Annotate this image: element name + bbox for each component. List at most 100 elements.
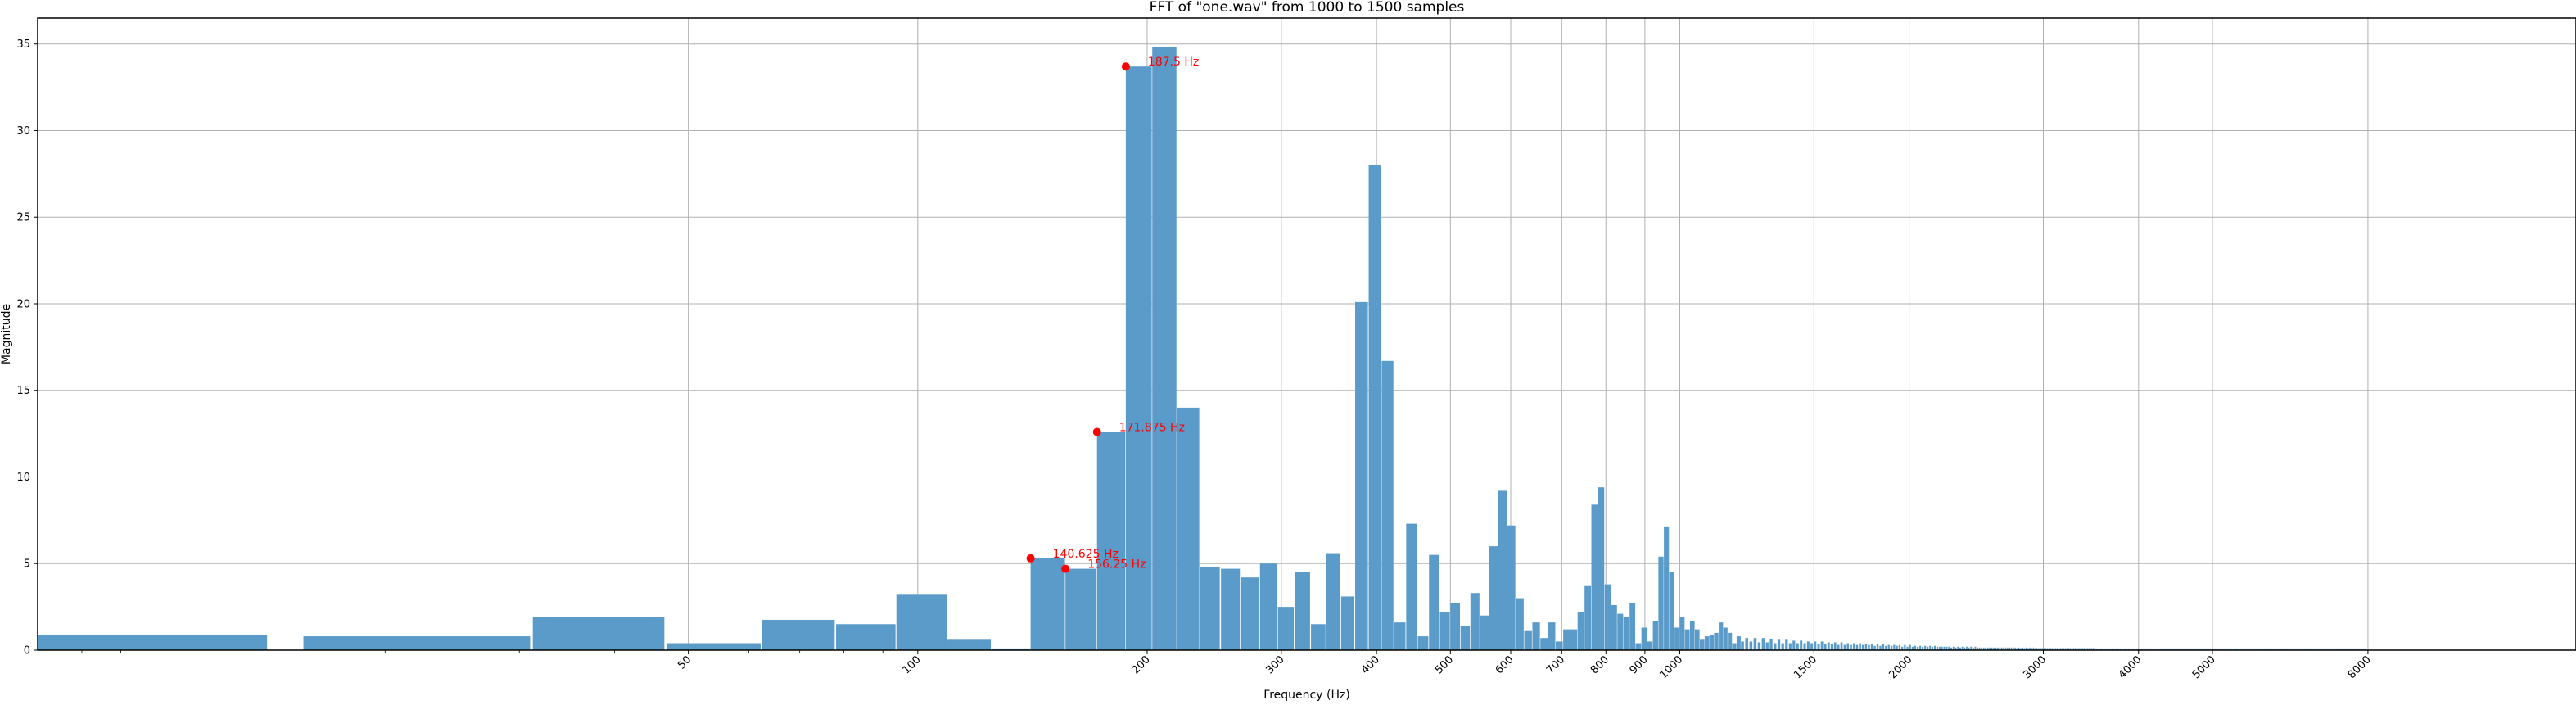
fft-bar bbox=[2147, 648, 2149, 650]
fft-bar bbox=[1927, 646, 1929, 650]
fft-bar bbox=[1311, 624, 1326, 650]
fft-bar bbox=[2314, 648, 2315, 650]
fft-bar bbox=[2364, 648, 2366, 650]
fft-bar bbox=[2041, 648, 2043, 650]
fft-bar bbox=[2325, 648, 2326, 650]
fft-bar bbox=[1850, 644, 1852, 650]
fft-bar bbox=[1732, 643, 1737, 650]
peak-marker bbox=[1121, 62, 1130, 71]
fft-bar bbox=[1911, 646, 1914, 650]
fft-bar bbox=[2133, 648, 2135, 650]
fft-bar bbox=[1604, 584, 1611, 650]
fft-bar bbox=[2357, 648, 2358, 650]
fft-bar bbox=[1814, 641, 1817, 650]
fft-bar bbox=[2345, 648, 2346, 650]
fft-bar bbox=[1757, 642, 1761, 650]
fft-bar bbox=[1664, 526, 1670, 650]
fft-bar bbox=[2233, 648, 2235, 650]
fft-bar bbox=[1993, 647, 1995, 650]
fft-bar bbox=[2038, 648, 2040, 650]
fft-bar bbox=[2350, 648, 2352, 650]
fft-bar bbox=[2144, 648, 2146, 650]
fft-bar bbox=[2062, 648, 2063, 650]
fft-bar bbox=[1837, 644, 1840, 650]
fft-bar bbox=[1855, 644, 1859, 650]
fft-bar bbox=[2176, 648, 2177, 650]
fft-bar bbox=[1964, 647, 1966, 650]
fft-bar bbox=[1827, 642, 1830, 650]
fft-bar bbox=[1948, 646, 1950, 650]
fft-bar bbox=[2208, 648, 2209, 650]
fft-bar bbox=[2190, 648, 2191, 650]
fft-bar bbox=[1830, 644, 1833, 650]
fft-bar bbox=[2259, 648, 2261, 650]
fft-bar bbox=[1761, 638, 1765, 650]
fft-bar bbox=[2242, 648, 2243, 650]
fft-bar bbox=[2339, 648, 2340, 650]
fft-bar bbox=[2169, 648, 2171, 650]
fft-bar bbox=[2172, 648, 2174, 650]
fft-bar bbox=[1200, 567, 1220, 650]
fft-bar bbox=[2336, 648, 2337, 650]
fft-bar bbox=[2362, 648, 2364, 650]
fft-bar bbox=[762, 619, 835, 650]
fft-bar bbox=[2156, 648, 2158, 650]
fft-bar bbox=[1417, 636, 1429, 650]
fft-bar bbox=[1745, 638, 1749, 650]
fft-bar bbox=[1924, 645, 1927, 650]
fft-bar bbox=[2330, 648, 2331, 650]
fft-bar bbox=[2185, 648, 2187, 650]
fft-bar bbox=[2359, 648, 2361, 650]
fft-bar bbox=[2222, 648, 2224, 650]
fft-bar bbox=[1570, 629, 1578, 650]
fft-bar bbox=[2003, 647, 2004, 650]
fft-bar bbox=[2310, 648, 2312, 650]
fft-bar bbox=[2170, 648, 2172, 650]
fft-bar bbox=[1460, 626, 1471, 650]
fft-bar bbox=[2020, 648, 2022, 650]
fft-bar bbox=[1629, 603, 1636, 650]
fft-bar bbox=[2196, 648, 2198, 650]
fft-bar bbox=[1820, 641, 1824, 650]
fft-bar bbox=[1450, 603, 1461, 650]
fft-bar bbox=[2219, 648, 2221, 650]
fft-bar bbox=[2253, 648, 2254, 650]
fft-bar bbox=[2361, 648, 2363, 650]
fft-bar bbox=[2285, 648, 2286, 650]
fft-bar bbox=[2311, 648, 2312, 650]
fft-bar bbox=[2250, 648, 2252, 650]
fft-bar bbox=[2343, 648, 2344, 650]
fft-bar bbox=[2294, 648, 2295, 650]
fft-bar bbox=[2284, 648, 2285, 650]
fft-bar bbox=[2337, 648, 2339, 650]
fft-bar bbox=[2178, 648, 2180, 650]
fft-bar bbox=[2029, 647, 2031, 650]
fft-bar bbox=[2223, 648, 2225, 650]
fft-bar bbox=[1030, 558, 1065, 650]
fft-bar bbox=[2293, 648, 2294, 650]
fft-bar bbox=[2329, 648, 2330, 650]
fft-bar bbox=[1966, 646, 1968, 650]
fft-bar bbox=[2330, 648, 2332, 650]
peak-marker bbox=[1092, 427, 1101, 436]
fft-bar bbox=[1868, 644, 1870, 650]
y-tick-label: 5 bbox=[24, 558, 30, 571]
fft-bar bbox=[2321, 648, 2322, 650]
fft-bar bbox=[38, 634, 268, 650]
fft-bar bbox=[1777, 639, 1781, 650]
fft-bar bbox=[2340, 648, 2341, 650]
fft-bar bbox=[2364, 648, 2365, 650]
fft-bar bbox=[2120, 648, 2122, 650]
fft-bar bbox=[1916, 646, 1919, 650]
fft-bar bbox=[1909, 644, 1911, 650]
fft-bar bbox=[2018, 647, 2020, 650]
fft-bar bbox=[2331, 648, 2333, 650]
fft-bar bbox=[992, 648, 1030, 650]
fft-bar bbox=[2159, 648, 2161, 650]
peak-label: 171.875 Hz bbox=[1119, 422, 1185, 435]
fft-bar bbox=[2275, 648, 2277, 650]
fft-bar bbox=[1406, 523, 1417, 650]
fft-bar bbox=[2212, 648, 2213, 650]
fft-bar bbox=[2307, 648, 2309, 650]
